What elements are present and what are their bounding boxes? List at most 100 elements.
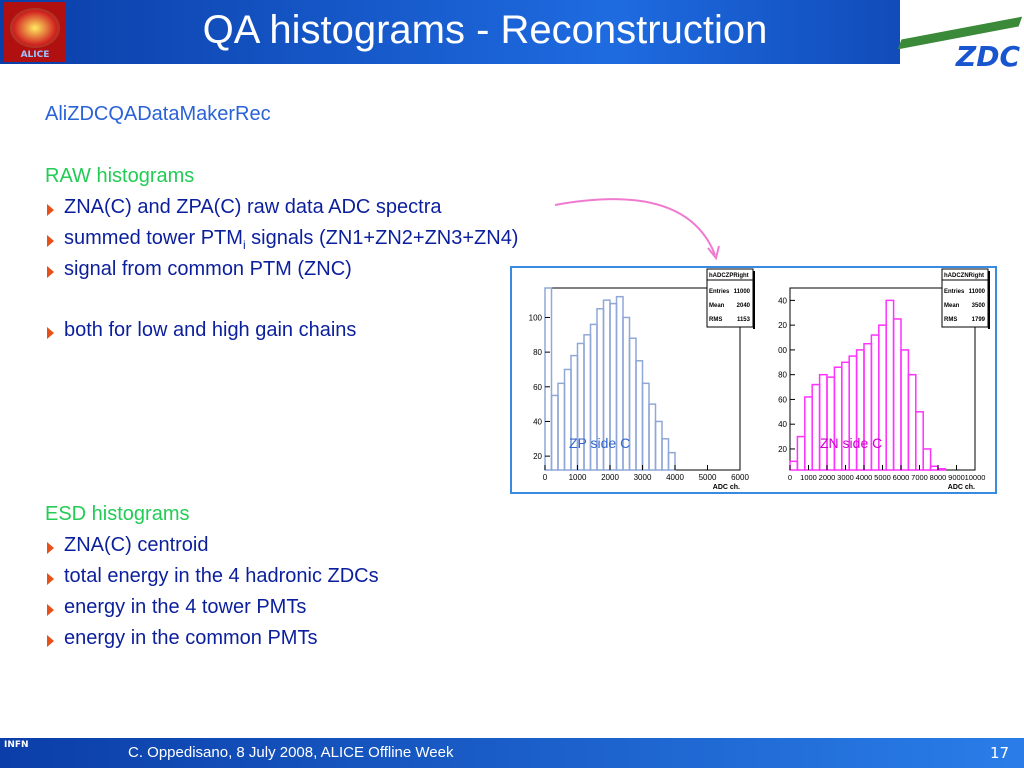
- bullet-item: ZNA(C) centroid: [64, 534, 209, 556]
- bullet-item: total energy in the 4 hadronic ZDCs: [64, 565, 379, 587]
- text-part: signals (ZN1+ZN2+ZN3+ZN4): [245, 227, 519, 249]
- histogram-bar: [667, 451, 676, 471]
- histogram-bar: [863, 342, 873, 471]
- y-tick-label: 80: [778, 371, 787, 380]
- class-name: AliZDCQADataMakerRec: [45, 103, 271, 125]
- histogram-bar: [922, 448, 932, 471]
- histogram-bar: [915, 411, 924, 471]
- bullet-item: signal from common PTM (ZNC): [64, 258, 352, 281]
- x-tick-label: 3000: [837, 473, 854, 482]
- histogram-bar: [570, 354, 579, 471]
- stats-key: Mean: [709, 303, 725, 309]
- bullet-item: ZNA(C) and ZPA(C) raw data ADC spectra: [64, 196, 442, 219]
- histogram-bar: [796, 435, 806, 471]
- stats-value: 1153: [737, 317, 751, 323]
- bullet: [47, 542, 54, 554]
- y-tick-label: 20: [778, 321, 787, 330]
- histogram-bar: [622, 316, 631, 471]
- stats-key: Entries: [944, 289, 965, 295]
- histogram-bar: [878, 324, 887, 471]
- arrow-head: [707, 245, 720, 261]
- y-tick-label: 20: [533, 452, 542, 461]
- text-part: both for low and high gain chains: [64, 319, 357, 341]
- histogram-bar: [929, 465, 939, 471]
- footer-text: C. Oppedisano, 8 July 2008, ALICE Offlin…: [128, 744, 454, 761]
- footer-logo: INFN: [4, 740, 29, 750]
- plot-label: ZN side C: [820, 435, 882, 451]
- arrow: [554, 198, 716, 256]
- page-number: 17: [990, 744, 1010, 762]
- histogram-bar: [635, 360, 644, 471]
- stats-box: [706, 268, 754, 328]
- stats-value: 2040: [737, 303, 751, 309]
- stats-key: RMS: [944, 317, 957, 323]
- histogram-bar: [583, 334, 592, 471]
- histogram-bar: [907, 373, 917, 471]
- histogram-bar: [661, 438, 670, 471]
- stats-value: 11000: [734, 289, 751, 295]
- histogram-bar: [615, 295, 624, 471]
- x-tick-label: 2000: [601, 473, 619, 482]
- inset-frame: [510, 266, 997, 494]
- y-tick-label: 00: [778, 346, 787, 355]
- histogram-bar: [557, 382, 566, 471]
- text-part: ZNA(C) and ZPA(C) raw data ADC spectra: [64, 196, 442, 218]
- y-tick-label: 80: [533, 348, 542, 357]
- histogram-bar: [855, 349, 865, 471]
- histogram-bar: [609, 302, 618, 471]
- x-tick-label: 6000: [893, 473, 910, 482]
- histogram-bar: [804, 396, 813, 471]
- y-tick-label: 20: [778, 445, 787, 454]
- y-tick-label: 40: [778, 296, 787, 305]
- raw-heading: RAW histograms: [45, 165, 195, 187]
- stats-key: Entries: [709, 289, 730, 295]
- esd-heading: ESD histograms: [45, 503, 190, 525]
- stats-shadow: [753, 271, 755, 329]
- text-part: signal from common PTM (ZNC): [64, 258, 352, 280]
- histogram-bar: [841, 361, 850, 471]
- stats-key: Mean: [944, 303, 960, 309]
- y-tick-label: 60: [533, 383, 542, 392]
- text-part: i: [242, 238, 246, 252]
- y-tick-label: 40: [778, 420, 787, 429]
- x-tick-label: 6000: [731, 473, 749, 482]
- bullet-item: energy in the 4 tower PMTs: [64, 596, 307, 618]
- stats-key: RMS: [709, 317, 722, 323]
- plot-label: ZP side C: [569, 435, 630, 451]
- histogram-bar: [892, 318, 902, 471]
- histogram-bar: [900, 349, 910, 471]
- stats-value: 1799: [972, 317, 986, 323]
- y-tick-label: 40: [533, 417, 542, 426]
- histogram-bar: [833, 366, 843, 471]
- logo-right: ZDC: [897, 0, 1024, 74]
- x-tick-label: 10000: [965, 473, 986, 482]
- histogram-bar: [818, 373, 828, 471]
- stats-value: 3500: [972, 303, 986, 309]
- histogram-bar: [550, 394, 559, 471]
- stats-shadow: [988, 271, 990, 329]
- x-tick-label: 1000: [569, 473, 587, 482]
- bullet: [47, 604, 54, 616]
- x-tick-label: 2000: [819, 473, 836, 482]
- logo-right-text: ZDC: [955, 40, 1020, 73]
- plot-frame: [789, 287, 976, 471]
- stats-title: hADCZPRight: [709, 273, 749, 279]
- stats-box: [941, 268, 989, 328]
- logo-left-text: ALICE: [20, 50, 50, 60]
- histogram-bar: [628, 337, 637, 471]
- histogram-bar: [789, 460, 799, 471]
- histogram-bar: [811, 383, 821, 471]
- header-band: [0, 0, 1024, 64]
- histogram-bar: [937, 468, 947, 471]
- bullet: [47, 204, 54, 216]
- text-part: summed tower PTM: [64, 227, 243, 249]
- bullet-item: both for low and high gain chains: [64, 319, 356, 342]
- histogram-bar: [826, 376, 836, 471]
- bullet: [47, 266, 54, 278]
- bullet-item: summed tower PTMi signals (ZN1+ZN2+ZN3+Z…: [64, 227, 518, 252]
- histogram-bar: [648, 403, 657, 471]
- bullet: [47, 235, 54, 247]
- histogram-bar: [602, 299, 611, 471]
- y-tick-label: 60: [778, 395, 787, 404]
